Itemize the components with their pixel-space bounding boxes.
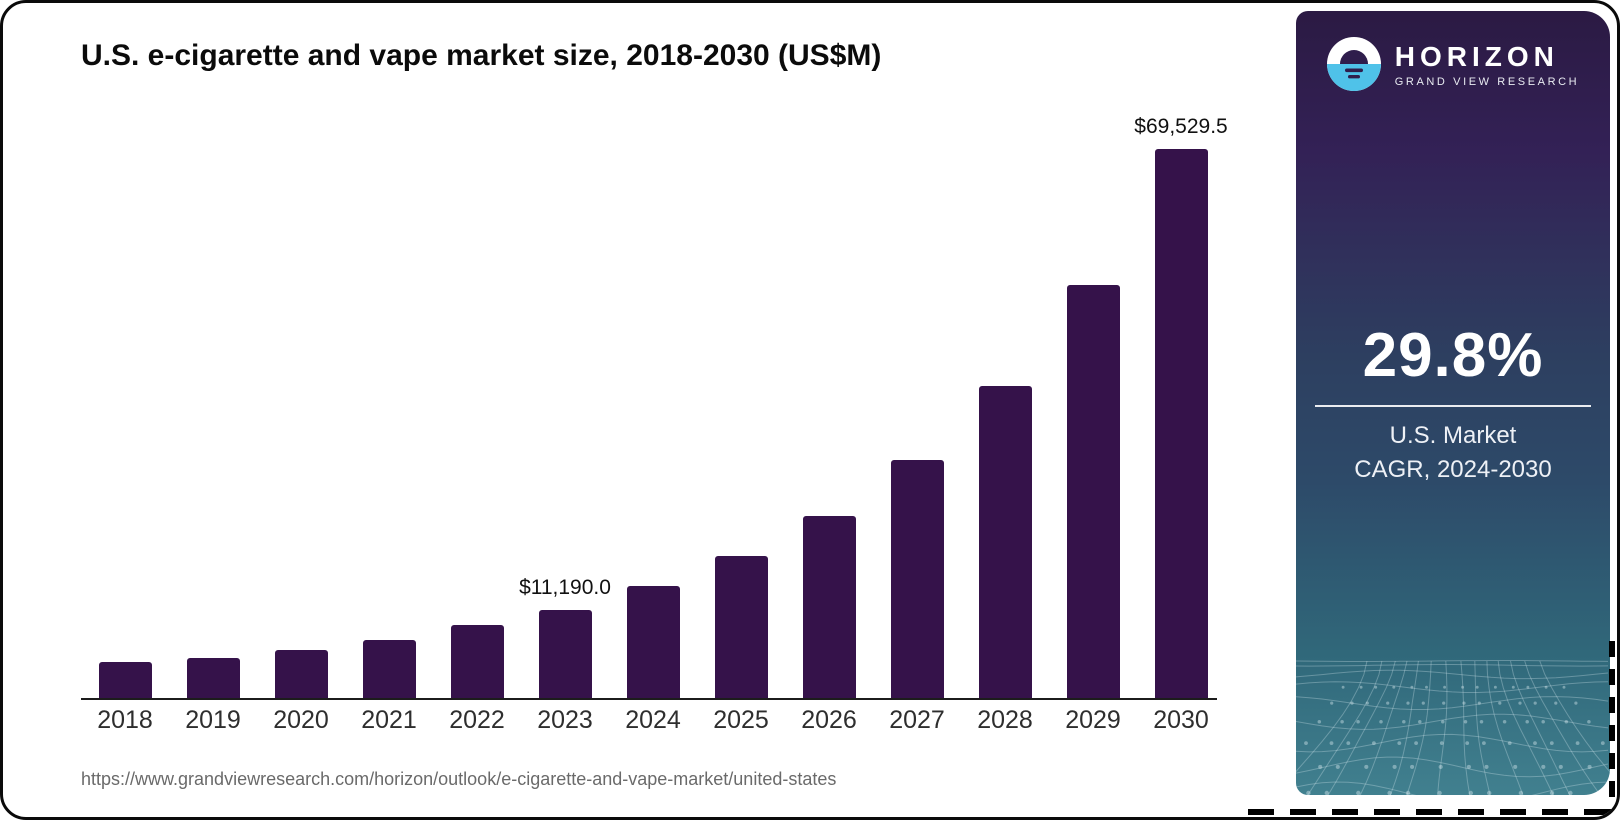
x-tick-2019: 2019 (185, 706, 241, 734)
bar-2029 (1066, 285, 1120, 698)
x-tick-2026: 2026 (801, 706, 857, 734)
x-tick-2023: 2023 (537, 706, 593, 734)
x-tick-2029: 2029 (1065, 706, 1121, 734)
data-label-2030: $69,529.5 (1134, 115, 1228, 138)
source-url: https://www.grandviewresearch.com/horizo… (81, 769, 837, 789)
logo-text: HORIZON GRAND VIEW RESEARCH (1395, 41, 1579, 88)
chart-title: U.S. e-cigarette and vape market size, 2… (81, 39, 882, 72)
bar-2024 (626, 585, 680, 698)
bar-2028 (978, 386, 1032, 698)
x-tick-2030: 2030 (1153, 706, 1209, 734)
x-tick-2024: 2024 (625, 706, 681, 734)
cagr-caption-line2: CAGR, 2024-2030 (1354, 456, 1552, 483)
decorative-dashed-edge-right (1609, 641, 1615, 817)
bar-2019 (186, 657, 240, 698)
stat-divider (1314, 405, 1592, 407)
cagr-value: 29.8% (1362, 321, 1544, 390)
bar-2018 (98, 661, 152, 698)
x-tick-2027: 2027 (889, 706, 945, 734)
x-tick-2022: 2022 (449, 706, 505, 734)
x-axis-line (81, 698, 1217, 700)
x-axis-ticks: 2018 2019 2020 2021 2022 2023 2024 2025 2026 2027… (83, 706, 1215, 736)
bar-2027 (890, 459, 944, 698)
bar-2022 (450, 625, 504, 698)
wireframe-mesh-decoration (1296, 660, 1610, 795)
bar-chart-plot: $11,190.0 $69,529.5 (81, 115, 1228, 700)
x-tick-2018: 2018 (97, 706, 153, 734)
x-tick-2021: 2021 (361, 706, 417, 734)
x-tick-2028: 2028 (977, 706, 1033, 734)
logo-subtitle: GRAND VIEW RESEARCH (1394, 75, 1580, 88)
bar-2030 (1154, 149, 1208, 698)
decorative-dashed-edge-bottom (1248, 809, 1616, 815)
logo: HORIZON GRAND VIEW RESEARCH (1296, 37, 1610, 91)
data-label-2023: $11,190.0 (519, 575, 611, 599)
bar-2023 (538, 609, 592, 698)
sidebar-panel: HORIZON GRAND VIEW RESEARCH 29.8% U.S. M… (1296, 11, 1610, 795)
cagr-stat: 29.8% U.S. Market CAGR, 2024-2030 (1296, 325, 1610, 487)
bar-2025 (714, 555, 768, 698)
bar-2026 (802, 515, 856, 698)
bar-2020 (274, 649, 328, 698)
x-tick-2020: 2020 (273, 706, 329, 734)
x-tick-2025: 2025 (713, 706, 769, 734)
cagr-caption-line1: U.S. Market (1389, 422, 1517, 449)
logo-title: HORIZON (1394, 40, 1559, 72)
horizon-logo-icon (1326, 37, 1381, 91)
bar-2021 (362, 640, 416, 698)
